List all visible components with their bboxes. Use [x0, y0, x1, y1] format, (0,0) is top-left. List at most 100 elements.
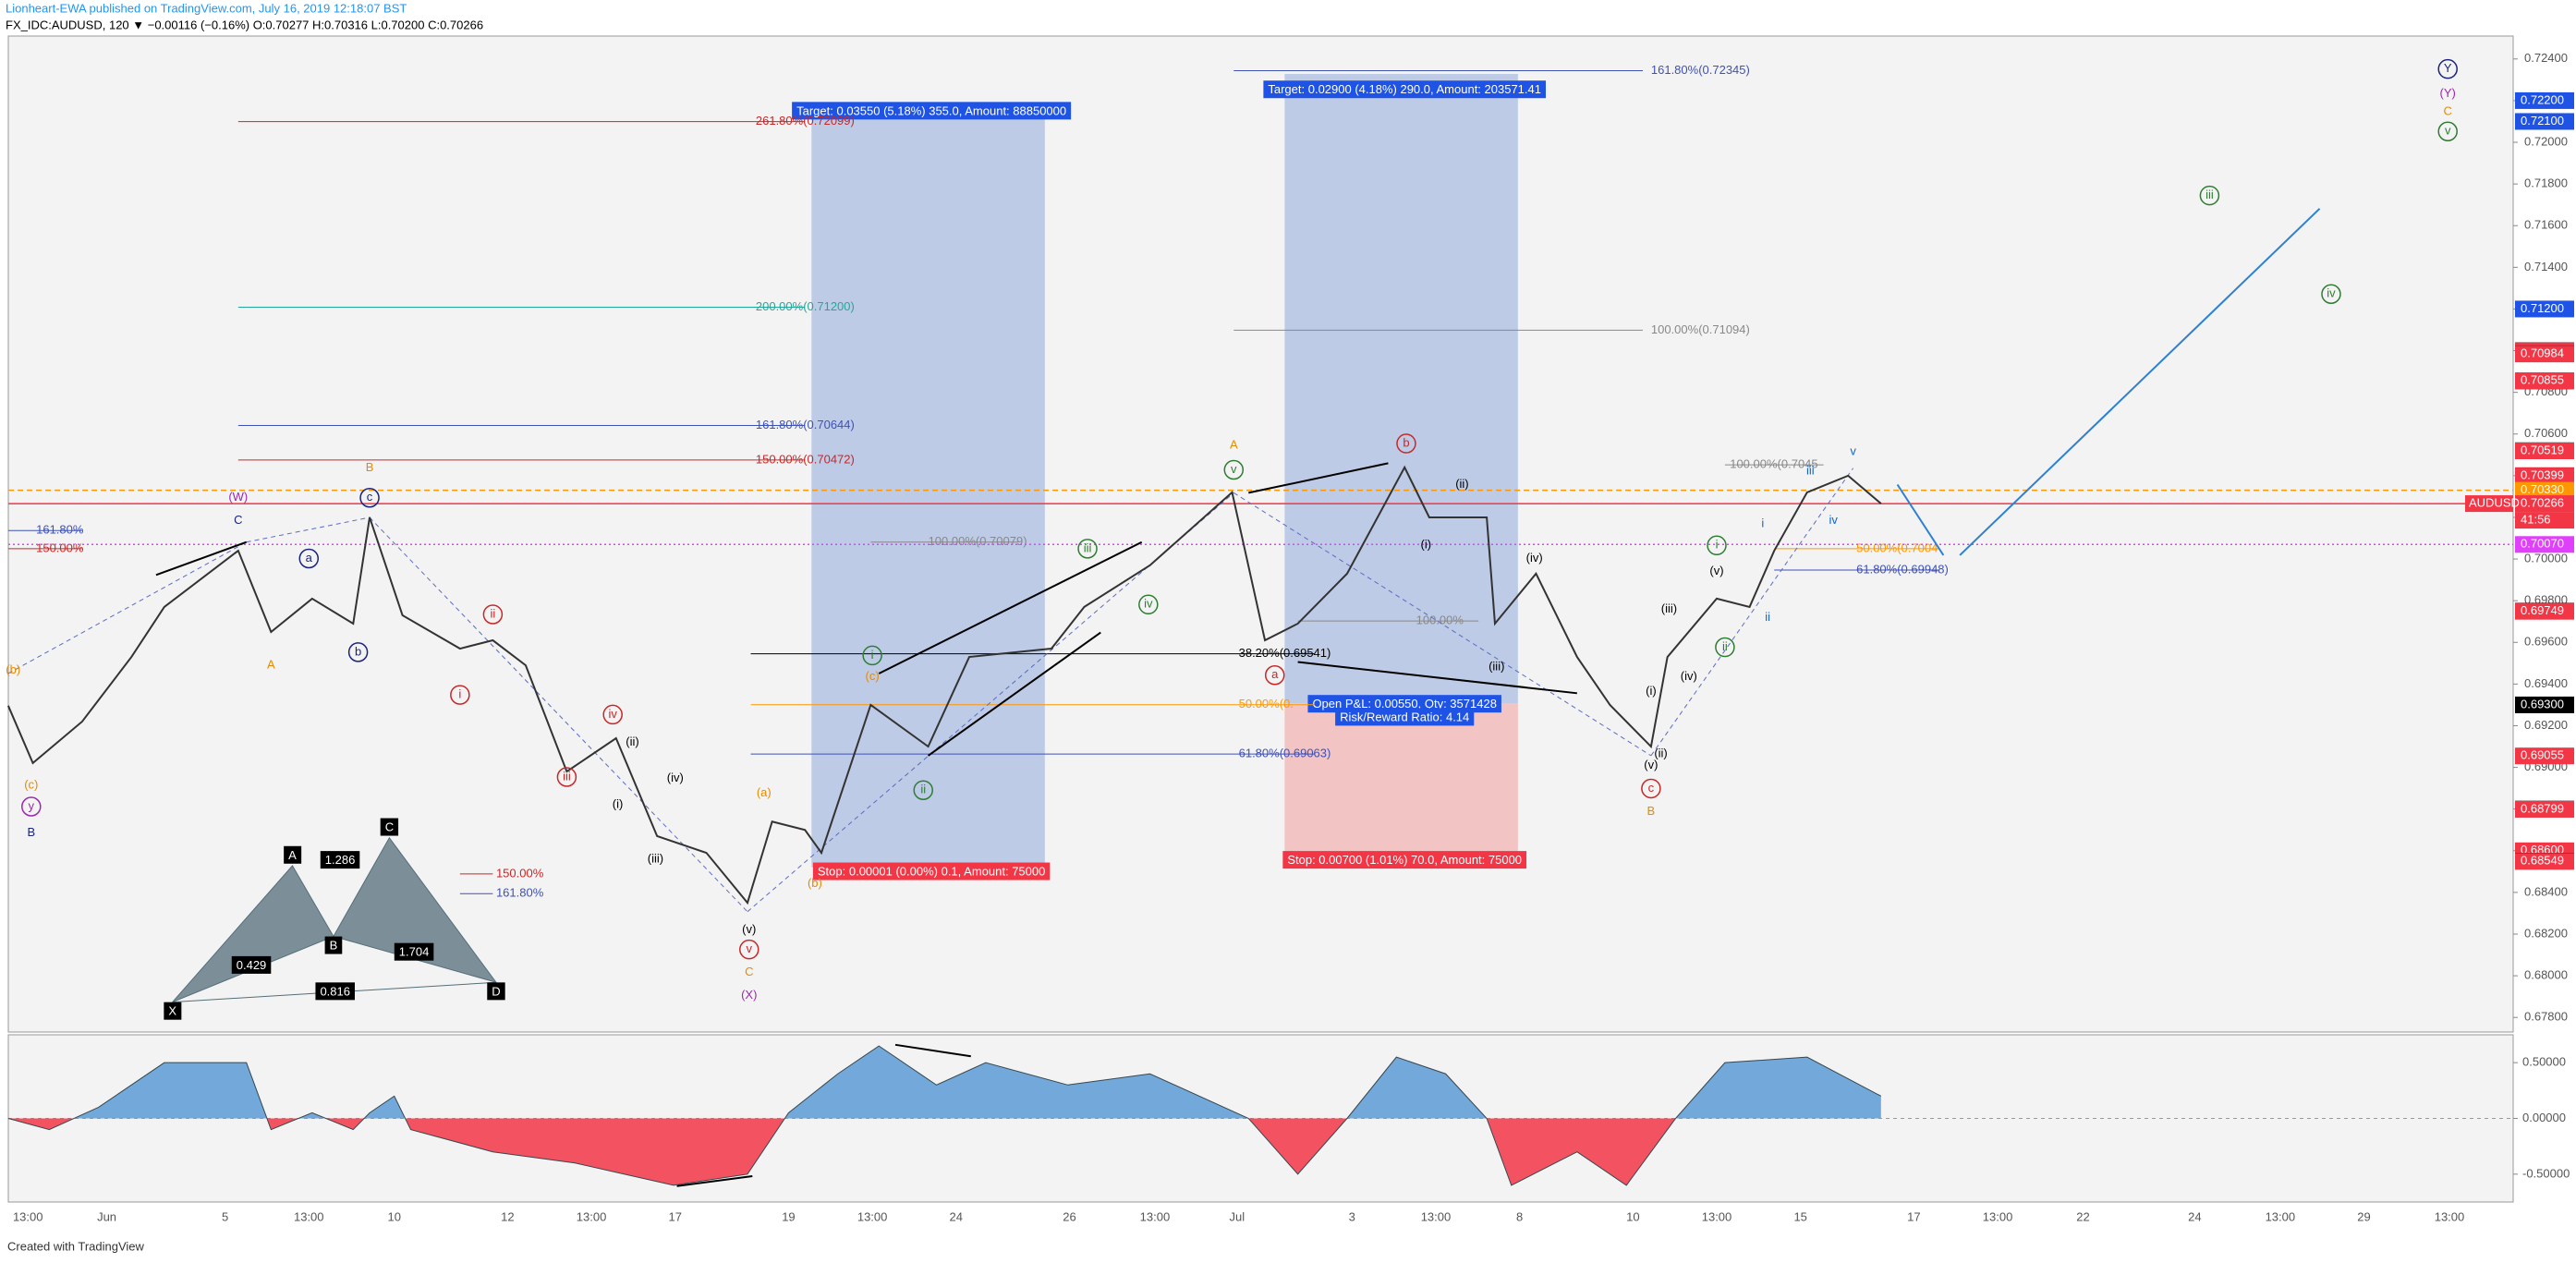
wave-label: Y [2444, 61, 2452, 75]
y-tick-label: 0.69400 [2524, 676, 2568, 690]
x-tick-label: 13:00 [1421, 1209, 1452, 1223]
fib-label: 200.00%(0.71200) [756, 299, 855, 313]
price-line [6, 465, 1882, 905]
wave-label: b [1403, 435, 1409, 449]
price-tag: 0.71200 [2521, 301, 2564, 315]
fib-label: 50.00%(0.7004 [1856, 540, 1938, 554]
wave-label: v [2445, 124, 2451, 138]
wave-circle [1223, 459, 1245, 480]
x-tick-label: Jul [1230, 1209, 1245, 1223]
trend-line [1297, 661, 1577, 695]
wave-label: iv [2327, 286, 2336, 300]
wave-circle [739, 939, 759, 960]
wave-label: (ii) [1455, 477, 1468, 491]
fib-label: 161.80%(0.72345) [1651, 63, 1750, 77]
target-label-bg [792, 102, 1072, 120]
wave-label: B [27, 825, 35, 839]
target-zone [1284, 74, 1518, 703]
countdown: 41:56 [2521, 513, 2551, 527]
wave-label: iii [563, 769, 571, 783]
price-tag: 0.70519 [2521, 443, 2564, 456]
wave-label: (c) [24, 777, 38, 791]
price-tag: 0.70070 [2521, 537, 2564, 551]
wave-line [1650, 468, 1853, 757]
wave-label: (Y) [2440, 86, 2456, 100]
target-label: Target: 0.02900 (4.18%) 290.0, Amount: 2… [1268, 82, 1541, 96]
wave-circle [1396, 433, 1416, 454]
price-tag-bg [2515, 346, 2574, 363]
wave-label: a [306, 551, 313, 565]
wave-label: (b) [6, 662, 20, 676]
price-tag-bg [2515, 495, 2574, 513]
fib-label: 161.80%(0.70644) [756, 418, 855, 431]
wave-label: C [745, 965, 753, 978]
trend-line [676, 1175, 753, 1187]
wave-label: v [1231, 462, 1237, 476]
target-zone [811, 104, 1045, 868]
wave-label: (i) [1646, 684, 1657, 698]
harmonic-point-bg [164, 1002, 182, 1020]
x-tick-label: 13:00 [577, 1209, 607, 1223]
harmonic-point: D [492, 984, 500, 998]
x-tick-label: 13:00 [294, 1209, 324, 1223]
y-tick-label: 0.72000 [2524, 134, 2568, 148]
harmonic-ratio: 1.286 [325, 853, 356, 867]
wave-label: iv [608, 707, 617, 721]
stop-label-bg [812, 862, 1051, 880]
y-tick-label: 0.71600 [2524, 218, 2568, 232]
price-tag: 0.72200 [2521, 92, 2564, 106]
wave-circle [1264, 665, 1285, 686]
wave-label: (iii) [648, 851, 663, 865]
wave-label: iv [1829, 513, 1839, 527]
wave-line [1233, 492, 1652, 757]
y-tick-label: -0.50000 [2522, 1166, 2570, 1180]
wave-label: (W) [228, 490, 248, 504]
wave-label: c [1648, 781, 1655, 795]
wave-label: (iii) [1488, 659, 1504, 673]
x-tick-label: Jun [97, 1209, 116, 1223]
wave-circle [1077, 539, 1098, 559]
harmonic-ratio-bg [315, 982, 355, 1001]
wave-label: (ii) [626, 735, 638, 748]
fib-label: 38.20%(0.69541) [1239, 646, 1331, 660]
wave-label: ii [1765, 610, 1770, 624]
wave-label: A [267, 658, 275, 672]
x-tick-label: 29 [2357, 1209, 2370, 1223]
trend-line [155, 540, 248, 577]
x-tick-label: 19 [782, 1209, 795, 1223]
wave-label: b [355, 644, 361, 658]
wave-circle [602, 704, 623, 725]
price-tag-bg [2515, 602, 2574, 620]
y-tick-label: 0.71400 [2524, 260, 2568, 273]
wave-label: (v) [742, 922, 756, 936]
wave-label: c [367, 490, 373, 504]
wave-label: (iii) [1661, 601, 1677, 615]
fib-label: 100.00%(0.7045 [1730, 457, 1817, 471]
wave-circle [1715, 637, 1735, 658]
fib-label: 261.80%(0.72099) [756, 114, 855, 128]
x-tick-label: 13:00 [13, 1209, 43, 1223]
y-tick-label: 0.68400 [2524, 884, 2568, 898]
fib-label: 100.00% [1416, 613, 1464, 627]
osc-fill-positive [7, 1046, 1881, 1119]
x-tick-label: 12 [501, 1209, 514, 1223]
footer: Created with TradingView [7, 1239, 145, 1253]
harmonic-ratio: 0.429 [237, 958, 267, 972]
wave-label: B [1647, 804, 1656, 818]
wave-label: (v) [1644, 758, 1658, 771]
price-tag: 0.70266 [2521, 496, 2564, 510]
wave-label: A [1230, 437, 1238, 451]
wave-circle [1138, 594, 1159, 615]
fib-label: 150.00% [36, 540, 84, 554]
price-tag-bg [2515, 372, 2574, 390]
y-tick-label: 0.70600 [2524, 426, 2568, 440]
symbol-tag: AUDUSD [2469, 496, 2520, 510]
y-tick-label: 0.68000 [2524, 968, 2568, 982]
price-tag: 0.68799 [2521, 801, 2564, 815]
x-tick-label: 24 [950, 1209, 963, 1223]
wave-circle [450, 685, 470, 705]
symbol-tag-bg [2465, 495, 2513, 513]
price-tag: 0.69749 [2521, 603, 2564, 617]
x-tick-label: 10 [1626, 1209, 1639, 1223]
wave-label: ii [1722, 639, 1728, 653]
